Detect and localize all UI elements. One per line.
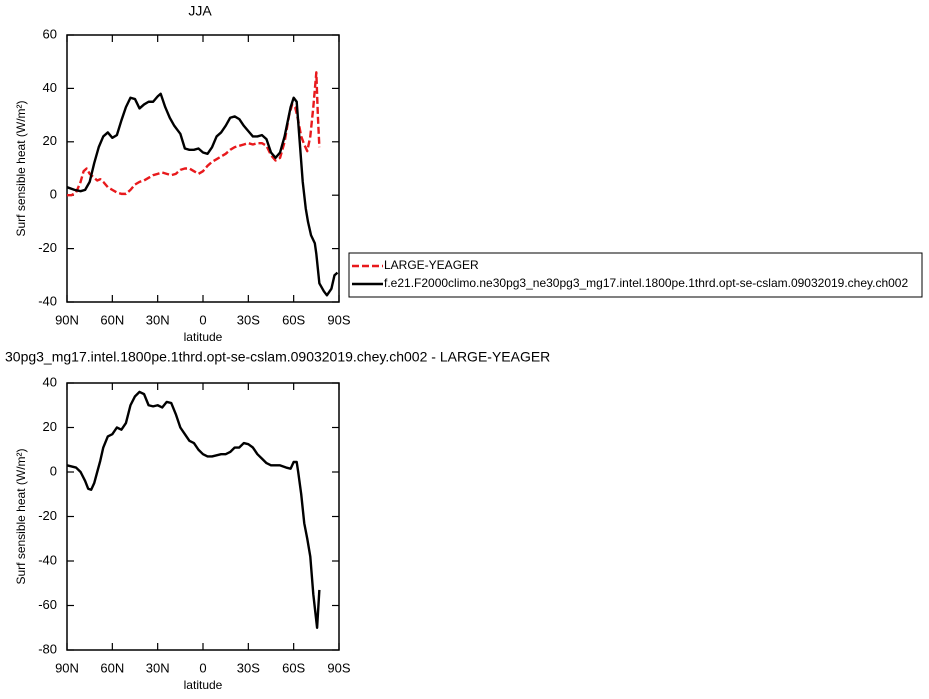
x-tick-label: 30N	[146, 660, 170, 675]
legend-label: f.e21.F2000climo.ne30pg3_ne30pg3_mg17.in…	[384, 276, 908, 290]
y-tick-label: -40	[38, 552, 57, 567]
data-line	[66, 390, 321, 629]
panel: 30pg3_mg17.intel.1800pe.1thrd.opt-se-csl…	[5, 349, 550, 692]
y-tick-label: -80	[38, 641, 57, 656]
y-tick-label: 60	[43, 26, 57, 41]
y-axis-label: Surf sensible heat (W/m²)	[14, 100, 28, 236]
x-tick-label: 90N	[55, 312, 79, 327]
y-tick-label: -40	[38, 293, 57, 308]
x-tick-label: 60N	[100, 660, 124, 675]
x-tick-label: 60S	[282, 660, 305, 675]
x-tick-label: 90S	[327, 312, 350, 327]
y-tick-label: 40	[43, 374, 57, 389]
legend: LARGE-YEAGER f.e21.F2000climo.ne30pg3_ne3…	[348, 252, 923, 298]
y-tick-label: 0	[50, 187, 57, 202]
panel: JJA -40 -20 0 20 40 60 90N 60N 30N 0 30S 60S 90S latit…	[14, 3, 351, 344]
y-axis-label: Surf sensible heat (W/m²)	[14, 448, 28, 584]
x-tick-label: 60S	[282, 312, 305, 327]
y-tick-label: -20	[38, 508, 57, 523]
x-tick-label: 30N	[146, 312, 170, 327]
x-tick-label: 90S	[327, 660, 350, 675]
legend-box	[348, 252, 923, 298]
data-line	[66, 92, 339, 297]
chart-title: 30pg3_mg17.intel.1800pe.1thrd.opt-se-csl…	[5, 349, 550, 365]
y-tick-label: -60	[38, 597, 57, 612]
x-tick-label: 30S	[237, 312, 260, 327]
y-tick-label: 40	[43, 80, 57, 95]
x-tick-label: 30S	[237, 660, 260, 675]
x-tick-label: 0	[199, 312, 206, 327]
y-tick-label: -20	[38, 240, 57, 255]
x-tick-label: 90N	[55, 660, 79, 675]
plot-frame	[66, 34, 340, 303]
chart-title: JJA	[188, 3, 212, 19]
y-tick-label: 20	[43, 419, 57, 434]
legend-label: LARGE-YEAGER	[384, 258, 479, 272]
y-tick-label: 0	[50, 463, 57, 478]
x-tick-label: 60N	[100, 312, 124, 327]
y-tick-label: 20	[43, 133, 57, 148]
plot-frame	[66, 382, 340, 651]
x-axis-label: latitude	[184, 678, 223, 692]
x-axis-label: latitude	[184, 330, 223, 344]
x-tick-label: 0	[199, 660, 206, 675]
